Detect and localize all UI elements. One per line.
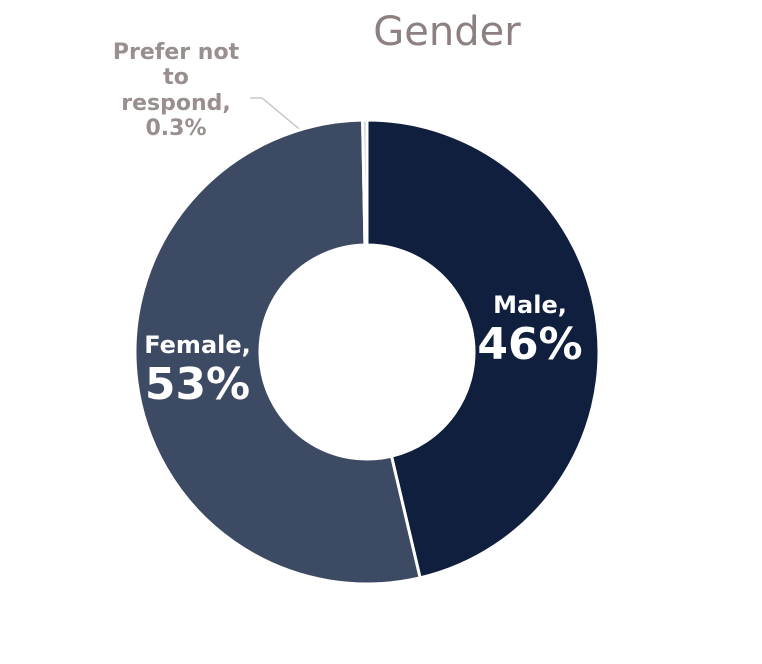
category-label: Prefer not to respond,	[112, 40, 240, 116]
slice-label: Prefer not to respond, 0.3%	[110, 40, 242, 141]
donut-slice	[365, 118, 601, 580]
slice-label: Female, 53%	[120, 331, 275, 410]
value-label: 46%	[477, 318, 583, 370]
donut-slice	[133, 118, 422, 586]
chart-title: Gender	[373, 9, 521, 55]
donut-slice	[361, 118, 369, 247]
value-label: 53%	[144, 358, 251, 410]
slice-label: Male, 46%	[455, 291, 605, 370]
category-label: Male,	[493, 291, 567, 319]
category-label: Female,	[144, 331, 251, 359]
value-label: 0.3%	[145, 115, 207, 141]
